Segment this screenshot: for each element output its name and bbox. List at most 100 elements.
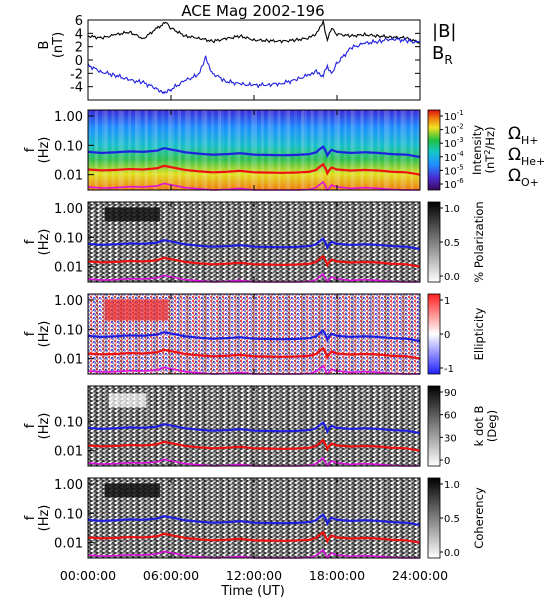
spectrogram-stripe: [393, 294, 397, 374]
spectrogram-stripe: [400, 294, 404, 374]
colorbar: [427, 385, 441, 467]
spectrogram-stripe: [327, 110, 331, 190]
spectrogram-stripe: [244, 294, 248, 374]
spectrogram-stripe: [386, 110, 390, 190]
spectrogram-stripe: [370, 110, 374, 190]
spectrogram-stripe: [284, 386, 288, 466]
spectrogram-stripe: [327, 478, 331, 558]
spectrogram-stripe: [403, 110, 407, 190]
spectrogram-stripe: [234, 386, 238, 466]
spectrogram-stripe: [284, 478, 288, 558]
spectrogram-stripe: [135, 386, 139, 466]
spectrogram-stripe: [287, 386, 291, 466]
spectrogram-stripe: [251, 294, 255, 374]
spectrogram-stripe: [118, 202, 122, 282]
unit-sup: 2: [483, 150, 492, 155]
spectrogram-stripe: [121, 110, 125, 190]
colorbar-tick-label: 1.0: [444, 204, 460, 215]
colorbar-tick-label: -1: [444, 364, 454, 375]
spectrogram-stripe: [310, 386, 314, 466]
spectrogram-stripe: [350, 478, 354, 558]
cb-exponent: -3: [457, 136, 464, 144]
spectrogram-stripe: [384, 386, 388, 466]
spectrogram-stripe: [386, 386, 390, 466]
unit-b: /Hz): [483, 127, 497, 150]
spectrogram-stripe: [227, 478, 231, 558]
spectrogram-stripe: [353, 294, 357, 374]
ytick-label: 0.10: [54, 139, 83, 154]
spectrogram-stripe: [234, 294, 238, 374]
spectrogram-stripe: [88, 386, 91, 466]
panel-ylabel: f: [23, 239, 38, 244]
spectrogram-stripe: [377, 386, 381, 466]
panel-polarization: 1.00 0.10 0.01 f (Hz) 1.0 0.5 0.0 % Polarization: [23, 201, 486, 283]
spectrogram-stripe: [301, 294, 305, 374]
x-tick-label: 00:00:00: [60, 568, 116, 583]
x-tick-label: 18:00:00: [309, 568, 365, 583]
spectrogram-stripe: [135, 294, 139, 374]
spectrogram-stripe: [237, 110, 241, 190]
spectrogram-stripe: [187, 294, 191, 374]
spectrogram-stripe: [254, 478, 257, 558]
legend-omega: Ω: [508, 166, 521, 186]
spectrogram-stripe: [400, 110, 404, 190]
spectrogram-stripe: [194, 110, 198, 190]
spectrogram-stripe: [194, 478, 198, 558]
ytick-label: 0.01: [54, 169, 83, 184]
spectrogram-stripe: [161, 386, 165, 466]
spectrogram-stripe: [118, 386, 122, 466]
spectrogram-stripe: [350, 386, 354, 466]
spectrogram-stripe: [270, 110, 274, 190]
spectrogram-stripe: [410, 386, 414, 466]
spectrogram-stripe: [384, 294, 388, 374]
spectrogram-stripe: [350, 202, 354, 282]
colorbar-tick-label: 90: [444, 388, 457, 399]
spectrogram-stripe: [244, 202, 248, 282]
spectrogram-stripe: [161, 202, 165, 282]
spectrogram-stripe: [220, 294, 224, 374]
spectrogram-stripe: [393, 202, 397, 282]
colorbar-unit: (Deg): [485, 410, 499, 442]
spectrogram-stripe: [367, 478, 371, 558]
gyro-line-He-plus: [87, 254, 421, 268]
spectrogram-stripe: [211, 478, 215, 558]
ytick-label: 0.10: [54, 323, 83, 338]
spectrogram-stripe: [417, 110, 421, 190]
spectrogram-stripe: [237, 386, 241, 466]
spectrogram-stripe: [353, 110, 357, 190]
spectrogram-stripe: [334, 110, 338, 190]
panel-ylabel: f: [23, 515, 38, 520]
colorbar: [427, 477, 441, 559]
colorbar-tick-label: 10-6: [444, 177, 464, 191]
spectrogram-stripe: [310, 202, 314, 282]
spectrogram-stripe: [303, 202, 307, 282]
spectrogram-stripe: [320, 110, 324, 190]
cb-base: 10: [444, 112, 457, 123]
spectrogram-stripe: [303, 478, 307, 558]
colorbar-label: Intensity: [470, 125, 484, 175]
spectrogram-stripe: [294, 386, 298, 466]
spectrogram-stripe: [386, 478, 390, 558]
spectrogram-stripe: [111, 386, 115, 466]
spectrogram-stripe: [251, 202, 255, 282]
x-tick-label: 06:00:00: [143, 568, 199, 583]
spectrogram-stripe: [277, 478, 281, 558]
wave-feature: [104, 299, 169, 321]
spectrogram-stripe: [294, 110, 298, 190]
top-ytick-label: 0: [75, 54, 83, 69]
gyro-line-He-plus: [87, 530, 421, 544]
colorbar-unit: (nT2/Hz): [483, 127, 497, 174]
spectrogram-stripe: [88, 202, 91, 282]
spectrogram-stripe: [310, 110, 314, 190]
spectrogram-stripe: [251, 478, 255, 558]
spectrogram-stripe: [353, 202, 357, 282]
spectrogram-stripe: [137, 202, 141, 282]
panel-k-dot-B: 0.10 0.01 f (Hz) 90 60 30 0 k dot B (Deg): [23, 385, 499, 467]
spectrogram-stripe: [403, 202, 407, 282]
spectrogram-stripe: [327, 386, 331, 466]
spectrogram-stripe: [267, 202, 271, 282]
legend-sub: O+: [521, 176, 539, 189]
x-tick-label: 24:00:00: [392, 568, 448, 583]
spectrogram-stripe: [128, 386, 132, 466]
panel-ylabel: f: [23, 331, 38, 336]
